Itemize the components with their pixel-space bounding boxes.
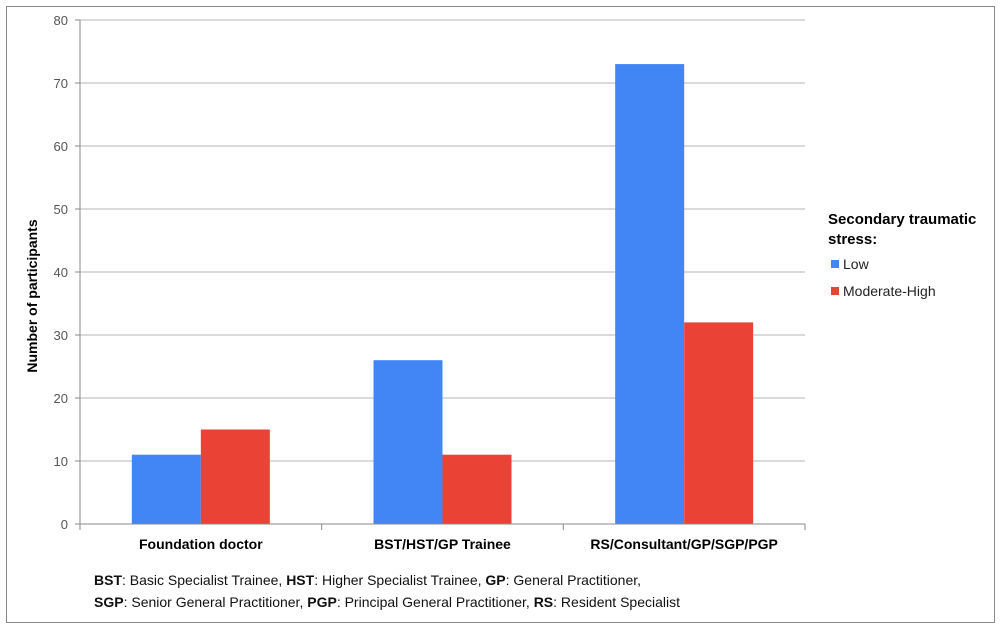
x-category-label: RS/Consultant/GP/SGP/PGP [590, 536, 777, 552]
bar-moderate-high [442, 454, 512, 524]
y-tick-label: 60 [54, 139, 68, 154]
legend: Secondary traumatic stress: Low Moderate-Hi… [828, 211, 976, 299]
footnote-definition: : Higher Specialist Trainee, [314, 572, 486, 588]
footnote-definition: : Basic Specialist Trainee, [122, 572, 287, 588]
bar-low [131, 454, 201, 524]
legend-swatch [831, 287, 839, 295]
x-category-labels: Foundation doctor BST/HST/GP Trainee RS/Co… [139, 536, 778, 552]
footnote-definition: : Senior General Practitioner, [123, 594, 308, 610]
footnote-abbreviation: GP [485, 572, 506, 588]
bar-moderate-high [684, 322, 754, 524]
footnote-abbreviation: SGP [94, 594, 124, 610]
bar-moderate-high [200, 429, 270, 524]
bar-low [615, 64, 685, 524]
y-tick-label: 0 [61, 517, 68, 532]
y-tick-label: 70 [54, 76, 68, 91]
footnote-abbreviation: HST [286, 572, 315, 588]
legend-label: Low [843, 256, 870, 272]
footnote-abbreviation: BST [94, 572, 122, 588]
y-axis-label: Number of participants [24, 219, 40, 372]
y-tick-label: 20 [54, 391, 68, 406]
footnote-line-2: SGP: Senior General Practitioner, PGP: P… [94, 594, 680, 610]
footnote-definition: : Resident Specialist [553, 594, 680, 610]
x-category-label: Foundation doctor [139, 536, 263, 552]
y-tick-label: 40 [54, 265, 68, 280]
y-tick-label: 30 [54, 328, 68, 343]
x-category-label: BST/HST/GP Trainee [374, 536, 511, 552]
footnote-abbreviation: PGP [307, 594, 337, 610]
footnote-line-1: BST: Basic Specialist Trainee, HST: High… [94, 572, 641, 588]
legend-title: Secondary traumatic [828, 211, 976, 228]
footnote-abbreviation: RS [533, 594, 554, 610]
footnote-definition: : Principal General Practitioner, [336, 594, 534, 610]
y-tick-label: 10 [54, 454, 68, 469]
y-tick-label: 50 [54, 202, 68, 217]
bar-low [373, 360, 443, 524]
y-tick-label: 80 [54, 13, 68, 28]
legend-swatch [831, 260, 839, 268]
legend-title: stress: [828, 231, 877, 248]
legend-label: Moderate-High [843, 283, 936, 299]
footnote-definition: : General Practitioner, [505, 572, 642, 588]
bars [131, 64, 754, 524]
y-tick-labels: 0 10 20 30 40 50 60 70 80 [54, 13, 68, 532]
axes [75, 19, 806, 530]
